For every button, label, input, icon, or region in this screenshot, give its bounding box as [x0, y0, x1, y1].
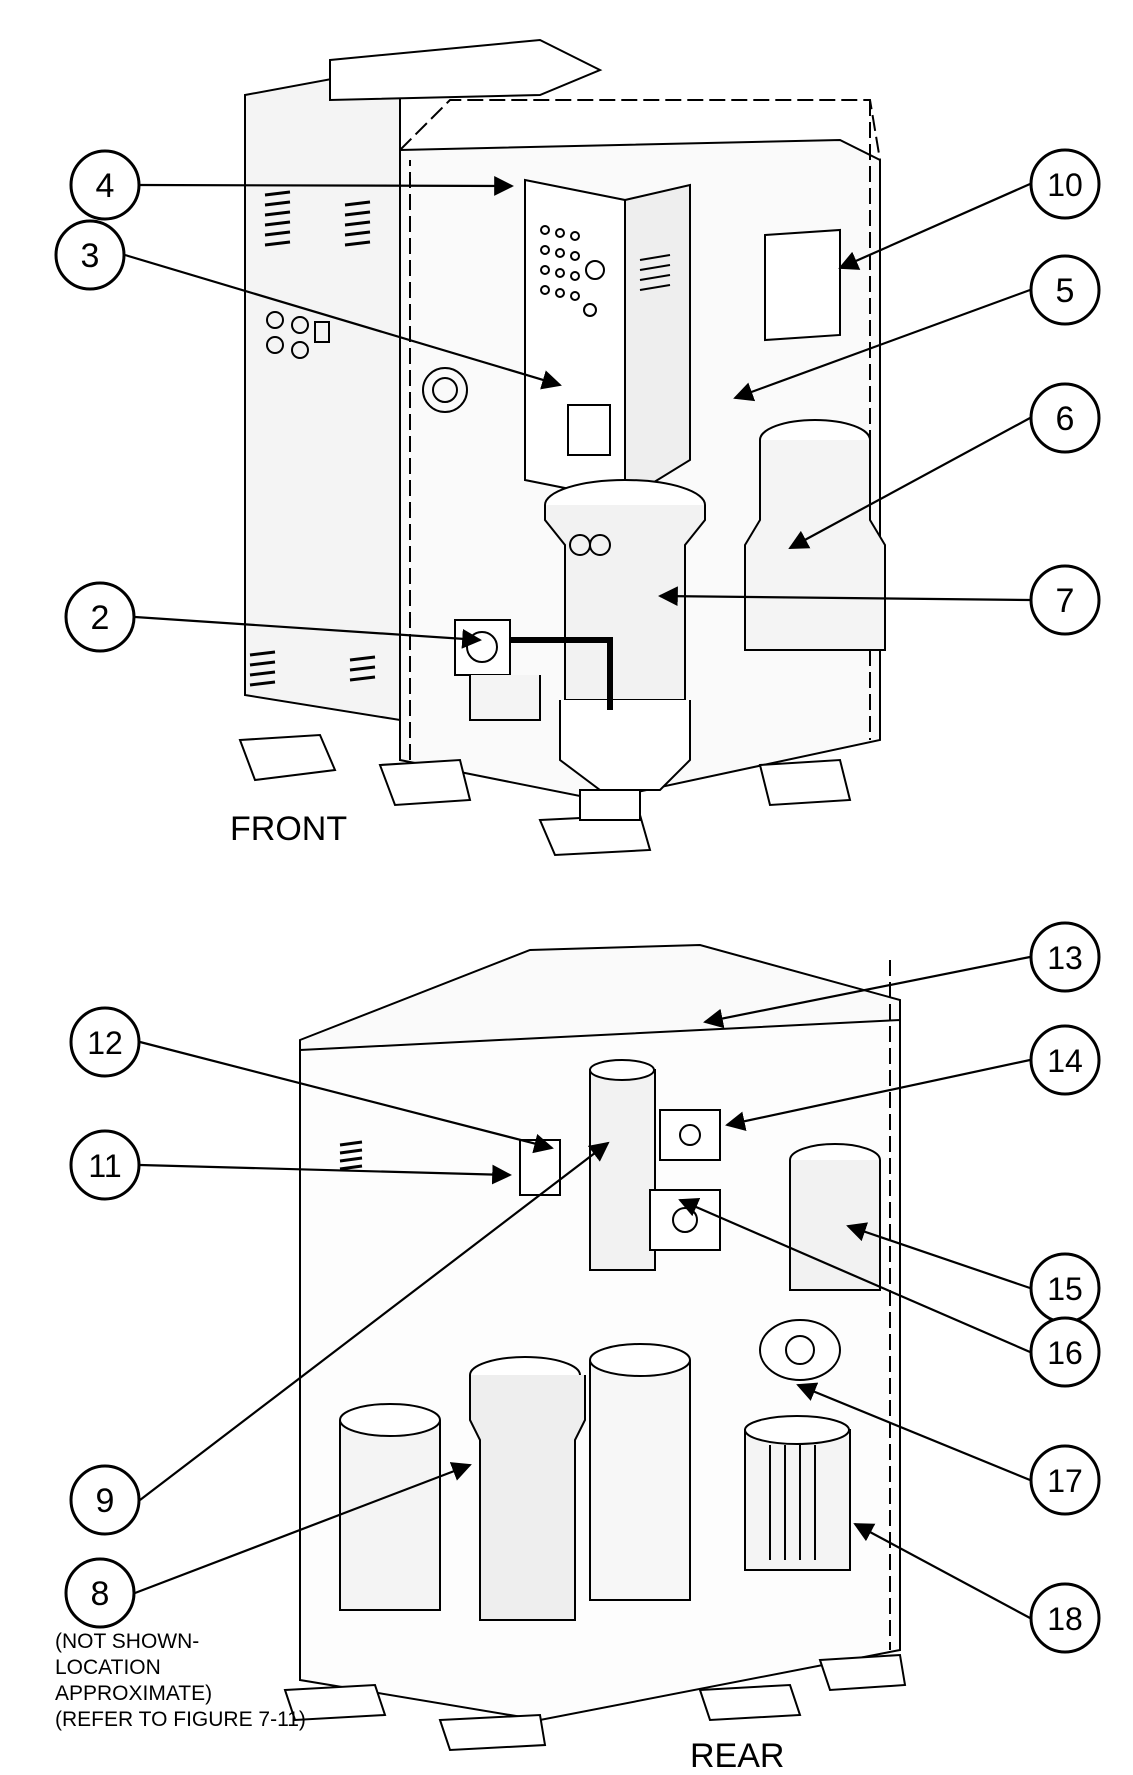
rear-motor: [759, 1319, 841, 1381]
callout-11-text: 11: [88, 1148, 121, 1184]
front-view-drawing: [238, 38, 886, 857]
leader-15: [846, 1222, 1031, 1290]
leader-9: [139, 1141, 610, 1501]
rear-view-drawing: [283, 943, 907, 1752]
leader-7: [658, 586, 1031, 607]
leader-8: [134, 1462, 472, 1595]
callout-17-text: 17: [1047, 1463, 1083, 1499]
callout-15-text: 15: [1047, 1271, 1083, 1307]
callout-4: 4: [69, 149, 141, 221]
front-center-vessel: [544, 479, 706, 791]
callout-14: 14: [1029, 1024, 1101, 1096]
callout-2-text: 2: [91, 599, 110, 637]
front-left-cabinet: [244, 68, 401, 722]
leader-10: [838, 182, 1031, 270]
front-view-label: FRONT: [230, 810, 347, 848]
front-enclosure-box: [764, 228, 841, 342]
rear-left-vessel: [339, 1356, 586, 1621]
control-panel-details: [540, 225, 671, 456]
front-top-structure: [329, 38, 603, 102]
leader-3: [124, 253, 562, 390]
callout-6-text: 6: [1056, 400, 1075, 438]
callout-9: 9: [69, 1464, 141, 1536]
callout-16: 16: [1029, 1316, 1101, 1388]
rear-view-label: REAR: [690, 1737, 784, 1775]
callout-11: 11: [69, 1129, 141, 1201]
rear-louvers: [339, 1140, 363, 1171]
note-line-2: LOCATION: [55, 1656, 161, 1679]
callout-7: 7: [1029, 564, 1101, 636]
callout-13: 13: [1029, 921, 1101, 993]
callout-12: 12: [69, 1006, 141, 1078]
note-line-4: (REFER TO FIGURE 7-11): [55, 1708, 306, 1731]
rear-central-column: [589, 1059, 656, 1271]
callout-8-text: 8: [91, 1575, 110, 1613]
callout-12-text: 12: [87, 1025, 123, 1061]
leader-14: [725, 1058, 1031, 1131]
callout-10-text: 10: [1047, 167, 1083, 203]
leader-6: [788, 417, 1031, 549]
leader-11: [139, 1163, 512, 1185]
callout-6: 6: [1029, 382, 1101, 454]
rear-base-skids: [283, 1653, 907, 1752]
callout-2: 2: [64, 581, 136, 653]
callout-18-text: 18: [1047, 1601, 1083, 1637]
control-panel-side: [624, 183, 691, 502]
callout-17: 17: [1029, 1444, 1101, 1516]
callout-8: 8: [64, 1557, 136, 1629]
rear-middle-vessel: [589, 1343, 691, 1601]
leader-12: [139, 1040, 554, 1154]
note-line-1: (NOT SHOWN-: [55, 1630, 199, 1653]
callout-18: 18: [1029, 1582, 1101, 1654]
callout-9-text: 9: [96, 1482, 115, 1520]
leader-17: [796, 1382, 1031, 1482]
callout-5: 5: [1029, 254, 1101, 326]
leader-4: [139, 176, 514, 196]
callout-5-text: 5: [1056, 272, 1075, 310]
leader-2: [134, 615, 482, 649]
callout-16-text: 16: [1047, 1335, 1083, 1371]
leader-16: [678, 1198, 1031, 1354]
front-connectors: [266, 311, 330, 359]
note-line-3: APPROXIMATE): [55, 1682, 212, 1705]
callout-4-text: 4: [96, 167, 115, 205]
callout-15: 15: [1029, 1252, 1101, 1324]
leader-5: [733, 288, 1031, 402]
callout-7-text: 7: [1056, 582, 1075, 620]
rear-pump-assembly: [744, 1415, 851, 1571]
callout-3: 3: [54, 219, 126, 291]
callout-13-text: 13: [1047, 940, 1083, 976]
front-louvers: [249, 190, 376, 687]
callout-3-text: 3: [81, 237, 100, 275]
leader-18: [853, 1523, 1031, 1619]
location-note: (NOT SHOWN- LOCATION APPROXIMATE) (REFER…: [55, 1630, 306, 1731]
front-base-skids: [238, 733, 852, 857]
callouts: 4 3 10 5 6 7 2 13 12 14 11 15 16 17 9 8 …: [54, 148, 1101, 1654]
callout-10: 10: [1029, 148, 1101, 220]
callout-14-text: 14: [1047, 1043, 1083, 1079]
leader-lines: [124, 176, 1031, 1619]
leader-13: [703, 955, 1031, 1029]
front-gauge: [422, 367, 468, 413]
